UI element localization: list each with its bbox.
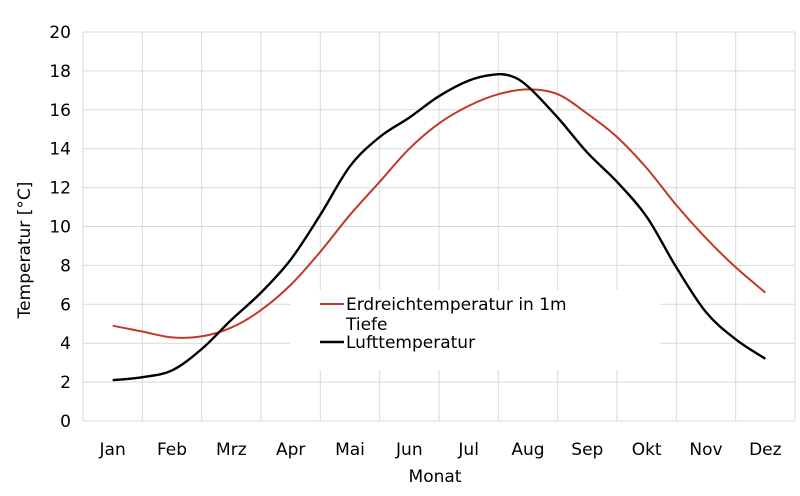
x-tick-label: Mrz (216, 440, 247, 460)
x-tick-label: Mai (335, 440, 365, 460)
x-tick-label: Okt (632, 440, 662, 460)
x-tick-label: Nov (689, 440, 722, 460)
x-tick-label: Feb (157, 440, 187, 460)
y-axis-ticks: 0 2 4 6 8 10 12 14 16 18 20 (49, 23, 71, 432)
y-tick-label: 18 (49, 62, 71, 82)
x-tick-label: Aug (511, 440, 544, 460)
legend-label: Erdreichtemperatur in 1m Tiefe (345, 295, 567, 335)
x-tick-label: Jan (99, 440, 126, 460)
series-lines (112, 73, 766, 382)
y-tick-label: 4 (60, 334, 71, 354)
y-tick-label: 14 (49, 140, 71, 160)
y-tick-label: 16 (49, 101, 71, 121)
x-tick-label: Apr (276, 440, 305, 460)
y-axis-label: Temperatur [°C] (15, 182, 35, 320)
x-tick-label: Sep (571, 440, 603, 460)
y-tick-label: 6 (60, 295, 71, 315)
y-tick-label: 2 (60, 373, 71, 393)
x-tick-label: Jul (457, 440, 479, 460)
legend: Erdreichtemperatur in 1m TiefeLufttempera… (320, 295, 567, 353)
y-tick-label: 0 (60, 412, 71, 432)
x-axis-ticks: Jan Feb Mrz Apr Mai Jun Jul Aug Sep Okt Nov Dez (99, 440, 782, 460)
x-tick-label: Dez (749, 440, 782, 460)
legend-label: Lufttemperatur (346, 333, 475, 353)
x-tick-label: Jun (395, 440, 423, 460)
series-line-2 (112, 73, 766, 382)
series-line-1 (112, 88, 766, 339)
y-tick-label: 10 (49, 218, 71, 238)
y-tick-label: 12 (49, 179, 71, 199)
legend-background (290, 290, 660, 370)
y-tick-label: 20 (49, 23, 71, 43)
x-axis-label: Monat (409, 467, 462, 487)
y-tick-label: 8 (60, 256, 71, 276)
